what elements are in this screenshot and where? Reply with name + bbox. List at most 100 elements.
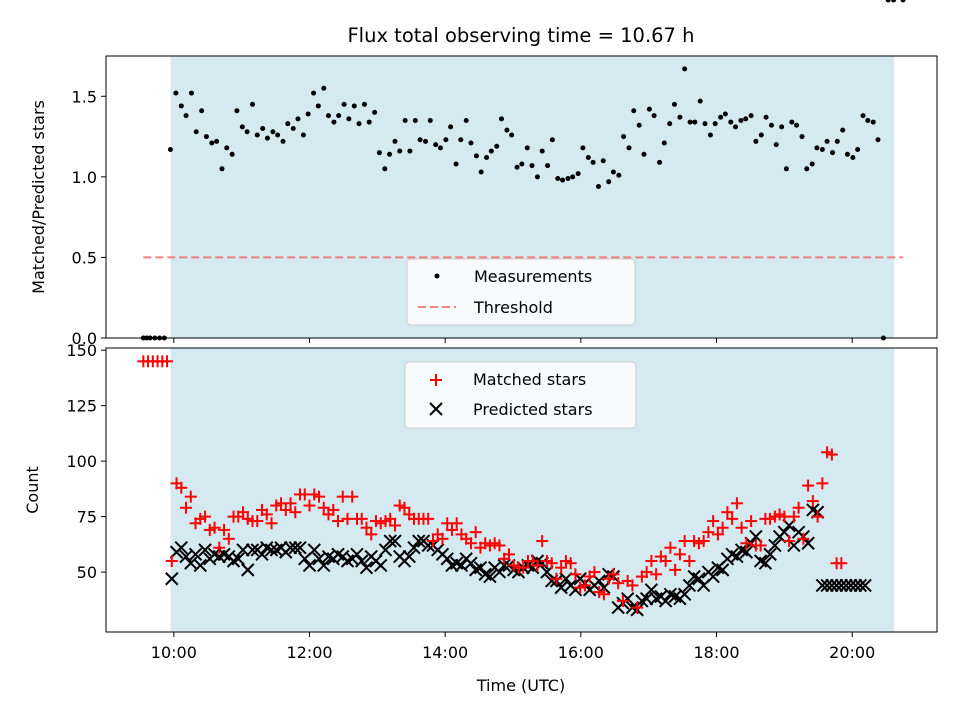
- measurement-point: [264, 135, 270, 141]
- predicted-star-point: [283, 540, 298, 555]
- matched-star-point: [607, 568, 620, 581]
- predicted-star-point: [825, 578, 839, 593]
- measurement-point: [224, 145, 230, 151]
- matched-star-point: [735, 521, 748, 534]
- predicted-star-point: [188, 547, 203, 562]
- measurement-point: [733, 124, 739, 130]
- measurement-point: [494, 143, 500, 149]
- predicted-star-stroke: [217, 547, 231, 562]
- measurement-point: [671, 101, 677, 107]
- measurement-point: [260, 126, 266, 132]
- measurement-point: [560, 177, 566, 183]
- measurement-point: [616, 172, 622, 178]
- measurement-point: [478, 169, 484, 175]
- matched-star-point: [711, 528, 724, 541]
- predicted-star-point: [302, 558, 317, 573]
- predicted-star-point: [174, 540, 189, 555]
- predicted-star-stroke: [592, 574, 606, 588]
- predicted-star-stroke: [454, 558, 469, 573]
- predicted-star-stroke: [231, 552, 245, 566]
- measurement-point: [646, 106, 652, 112]
- measurement-point: [321, 85, 327, 91]
- predicted-star-stroke: [473, 560, 488, 575]
- measurement-point: [366, 119, 372, 125]
- top-y-tick-label: 0.5: [72, 248, 97, 267]
- predicted-star-stroke: [174, 540, 189, 555]
- top-y-ticks: 0.0 0.5 1.0 1.5: [72, 87, 106, 348]
- predicted-star-stroke: [715, 563, 730, 577]
- predicted-star-stroke: [858, 578, 872, 593]
- bottom-y-axis-label: Count: [23, 466, 42, 514]
- measurement-point: [758, 132, 764, 138]
- measurement-point: [387, 151, 393, 157]
- matched-star-point: [825, 448, 838, 461]
- predicted-star-point: [682, 578, 697, 593]
- bottom-x-ticks: 10:00 12:00 14:00 16:00 18:00 20:00: [151, 632, 875, 662]
- measurement-point: [570, 174, 576, 180]
- bottom-y-tick-label: 75: [77, 508, 97, 527]
- predicted-star-stroke: [317, 558, 331, 573]
- measurement-point: [661, 140, 667, 146]
- predicted-star-stroke: [554, 580, 568, 595]
- matched-star-point: [578, 579, 591, 592]
- top-y-tick-label: 1.5: [72, 87, 97, 106]
- predicted-star-point: [193, 558, 208, 573]
- predicted-star-stroke: [440, 552, 454, 566]
- measurement-point: [412, 117, 418, 123]
- predicted-star-point: [245, 543, 260, 557]
- predicted-star-stroke: [478, 567, 492, 582]
- matched-star-point: [802, 479, 815, 492]
- matched-star-point: [317, 501, 330, 514]
- measurement-point: [580, 145, 586, 151]
- measurement-point: [427, 117, 433, 123]
- bottom-y-tick-label: 150: [66, 341, 97, 360]
- measurement-point: [860, 113, 866, 119]
- predicted-star-stroke: [483, 569, 497, 584]
- predicted-star-stroke: [829, 578, 844, 593]
- matched-star-point: [279, 503, 292, 516]
- predicted-star-stroke: [283, 540, 298, 555]
- predicted-star-stroke: [725, 547, 739, 562]
- predicted-star-stroke: [492, 565, 507, 579]
- matched-star-point: [222, 532, 235, 545]
- measurement-point: [575, 171, 581, 177]
- measurement-point: [707, 132, 713, 138]
- predicted-star-stroke: [293, 540, 307, 555]
- predicted-star-point: [730, 549, 744, 564]
- measurement-point: [794, 122, 800, 128]
- predicted-star-point: [844, 578, 858, 593]
- predicted-star-stroke: [288, 540, 302, 555]
- matched-star-point: [640, 566, 653, 579]
- matched-star-point: [398, 501, 411, 514]
- measurement-point: [504, 127, 510, 133]
- top-y-axis-label: Matched/Predicted stars: [29, 100, 48, 294]
- legend-measurements-label: Measurements: [474, 267, 592, 286]
- measurement-point: [626, 145, 632, 151]
- matched-star-point: [806, 495, 819, 508]
- matched-star-point: [730, 497, 743, 510]
- legend-matched-marker: [430, 374, 442, 386]
- measurement-point: [433, 142, 439, 148]
- predicted-star-point: [758, 556, 773, 570]
- matched-star-point: [436, 532, 449, 545]
- predicted-star-stroke: [188, 547, 203, 562]
- matched-star-point: [702, 526, 715, 539]
- matched-star-point: [555, 561, 568, 574]
- predicted-star-point: [492, 565, 507, 579]
- measurement-point: [311, 90, 317, 96]
- measurement-point: [545, 163, 551, 169]
- predicted-star-stroke: [255, 547, 269, 562]
- predicted-star-point: [706, 569, 720, 584]
- predicted-star-point: [677, 587, 692, 601]
- measurement-point: [809, 161, 815, 167]
- matched-star-point: [251, 515, 264, 528]
- predicted-star-point: [834, 578, 849, 593]
- matched-star-point: [564, 557, 577, 570]
- predicted-star-point: [715, 563, 730, 577]
- measurement-point: [397, 148, 403, 154]
- measurement-point: [814, 145, 820, 151]
- measurement-point: [748, 113, 754, 119]
- matched-star-point: [464, 537, 477, 550]
- predicted-star-stroke: [236, 543, 250, 557]
